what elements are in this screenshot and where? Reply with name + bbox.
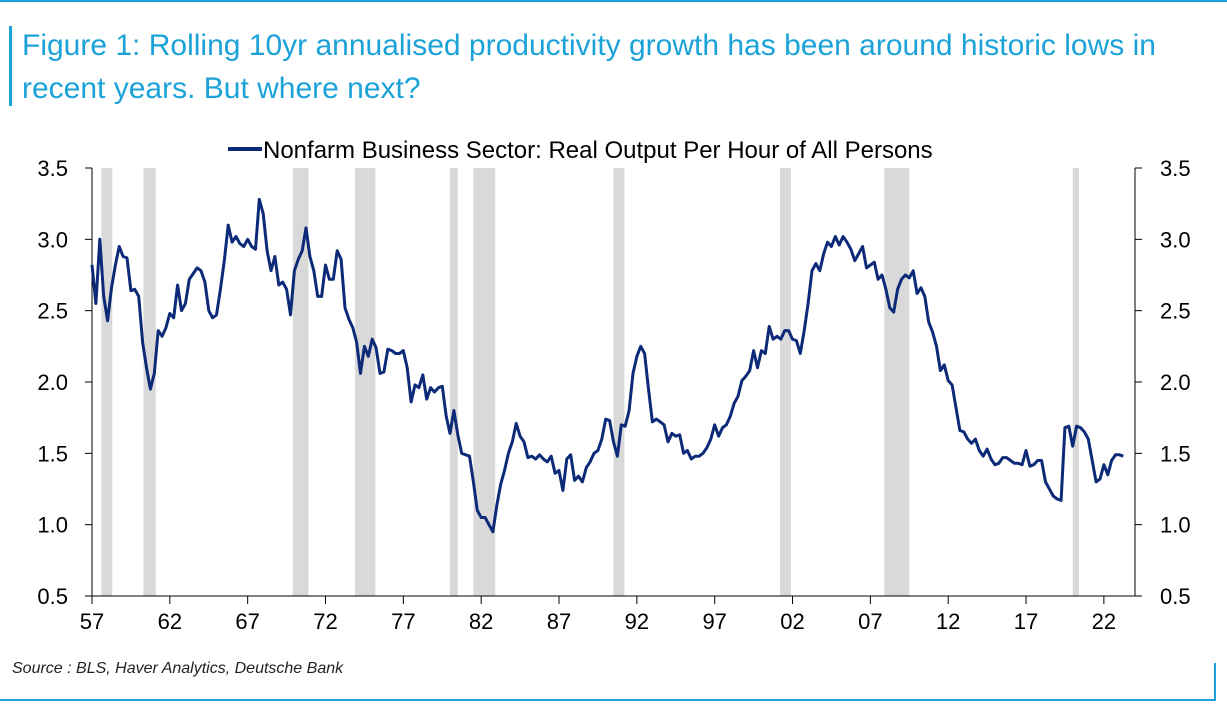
bottom-accent-tick — [1214, 663, 1216, 701]
top-rule — [0, 0, 1227, 2]
x-tick-label: 22 — [1092, 609, 1116, 634]
y-tick-label-left: 1.0 — [37, 513, 68, 538]
x-tick-label: 57 — [80, 609, 104, 634]
x-tick-label: 62 — [158, 609, 182, 634]
y-tick-label-left: 3.0 — [37, 227, 68, 252]
recession-band — [355, 168, 376, 596]
recession-band — [613, 168, 625, 596]
x-tick-label: 12 — [936, 609, 960, 634]
legend-label: Nonfarm Business Sector: Real Output Per… — [263, 137, 933, 164]
y-tick-label-right: 1.5 — [1160, 441, 1191, 466]
y-tick-label-right: 2.5 — [1160, 299, 1191, 324]
recession-band — [884, 168, 910, 596]
x-tick-label: 72 — [313, 609, 337, 634]
x-tick-label: 97 — [702, 609, 726, 634]
y-tick-label-left: 2.5 — [37, 299, 68, 324]
x-tick-label: 82 — [469, 609, 493, 634]
y-tick-label-left: 2.0 — [37, 370, 68, 395]
recession-band — [292, 168, 309, 596]
bottom-rule — [0, 699, 1216, 701]
recession-band — [450, 168, 458, 596]
x-tick-label: 07 — [858, 609, 882, 634]
y-tick-label-left: 1.5 — [37, 441, 68, 466]
x-tick-label: 17 — [1014, 609, 1038, 634]
x-tick-label: 67 — [235, 609, 259, 634]
y-tick-label-left: 0.5 — [37, 584, 68, 609]
source-note: Source : BLS, Haver Analytics, Deutsche … — [12, 660, 344, 677]
y-tick-label-right: 3.0 — [1160, 227, 1191, 252]
x-tick-label: 92 — [625, 609, 649, 634]
x-tick-label: 77 — [391, 609, 415, 634]
y-tick-label-right: 1.0 — [1160, 513, 1191, 538]
recession-band — [101, 168, 113, 596]
y-tick-label-left: 3.5 — [37, 156, 68, 181]
recession-band — [473, 168, 496, 596]
y-tick-label-right: 0.5 — [1160, 584, 1191, 609]
title-accent-bar — [9, 26, 12, 106]
x-tick-label: 02 — [780, 609, 804, 634]
recession-band — [780, 168, 791, 596]
figure-title: Figure 1: Rolling 10yr annualised produc… — [22, 29, 1156, 105]
y-tick-label-right: 3.5 — [1160, 156, 1191, 181]
x-tick-label: 87 — [547, 609, 571, 634]
y-tick-label-right: 2.0 — [1160, 370, 1191, 395]
recession-band — [1072, 168, 1079, 596]
productivity-series-line — [90, 197, 1124, 534]
